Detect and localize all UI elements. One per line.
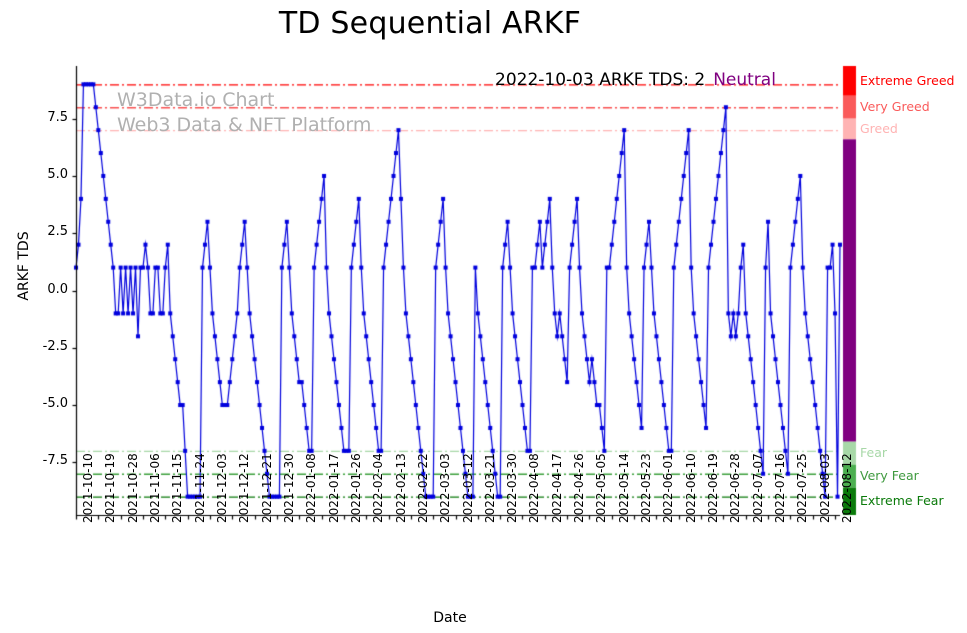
x-tick-label: 2022-03-30 [505, 453, 520, 523]
x-tick-label: 2022-07-07 [750, 453, 765, 523]
colorbar-label-extreme-greed: Extreme Greed [860, 72, 955, 88]
x-tick-label: 2022-04-17 [549, 453, 564, 523]
y-tick-label: 0.0 [47, 281, 68, 297]
x-tick-label: 2022-03-12 [460, 453, 475, 523]
y-tick-label: 2.5 [47, 224, 68, 240]
y-tick-label: -2.5 [42, 338, 68, 354]
x-tick-label: 2022-03-03 [438, 453, 453, 523]
x-tick-label: 2021-12-03 [214, 453, 229, 523]
x-tick-label: 2022-06-28 [728, 453, 743, 523]
x-tick-label: 2022-05-23 [639, 453, 654, 523]
x-tick-label: 2022-05-05 [594, 453, 609, 523]
y-tick-label: -7.5 [42, 453, 68, 469]
y-tick-label: 7.5 [47, 109, 68, 125]
x-tick-label: 2021-11-06 [147, 453, 162, 523]
x-tick-label: 2021-12-21 [259, 453, 274, 523]
x-tick-label: 2022-04-26 [572, 453, 587, 523]
x-tick-label: 2022-01-26 [348, 453, 363, 523]
x-tick-label: 2022-02-04 [371, 453, 386, 523]
x-tick-label: 2021-12-30 [281, 453, 296, 523]
x-tick-label: 2022-06-10 [683, 453, 698, 523]
colorbar-label-fear: Fear [860, 445, 887, 461]
x-tick-label: 2022-06-19 [706, 453, 721, 523]
x-tick-label: 2021-10-10 [81, 453, 95, 523]
x-tick-label: 2022-04-08 [527, 453, 542, 523]
x-tick-label: 2021-12-12 [237, 453, 252, 523]
y-tick-label: -5.0 [42, 396, 68, 412]
colorbar-label-very-greed: Very Greed [860, 99, 930, 115]
latest-value-annotation: 2022-10-03 ARKF TDS: 2 Neutral [495, 70, 776, 90]
annotation-main-text: 2022-10-03 ARKF TDS: 2 [495, 70, 706, 90]
colorbar-label-very-fear: Very Fear [860, 468, 919, 484]
annotation-sentiment-text: Neutral [713, 70, 776, 90]
x-tick-label: 2022-01-08 [304, 453, 319, 523]
x-tick-label: 2022-08-12 [840, 453, 855, 523]
x-tick-label: 2022-02-22 [415, 453, 430, 523]
x-tick-label: 2022-05-14 [616, 453, 631, 523]
x-tick-label: 2022-07-16 [773, 453, 788, 523]
x-tick-label: 2021-11-15 [170, 453, 185, 523]
x-tick-label: 2022-03-21 [482, 453, 497, 523]
x-tick-label: 2021-10-28 [125, 453, 140, 523]
x-tick-label: 2021-11-24 [192, 453, 207, 523]
y-tick-label: 5.0 [47, 166, 68, 182]
x-tick-label: 2022-02-13 [393, 453, 408, 523]
colorbar-label-extreme-fear: Extreme Fear [860, 493, 944, 509]
x-axis-label: Date [433, 610, 467, 626]
x-tick-label: 2022-07-25 [795, 453, 810, 523]
colorbar-label-greed: Greed [860, 120, 898, 136]
x-tick-label: 2022-06-01 [661, 453, 676, 523]
x-tick-label: 2022-01-17 [326, 453, 341, 523]
x-tick-label: 2021-10-19 [103, 453, 118, 523]
x-tick-label: 2022-08-03 [817, 453, 832, 523]
